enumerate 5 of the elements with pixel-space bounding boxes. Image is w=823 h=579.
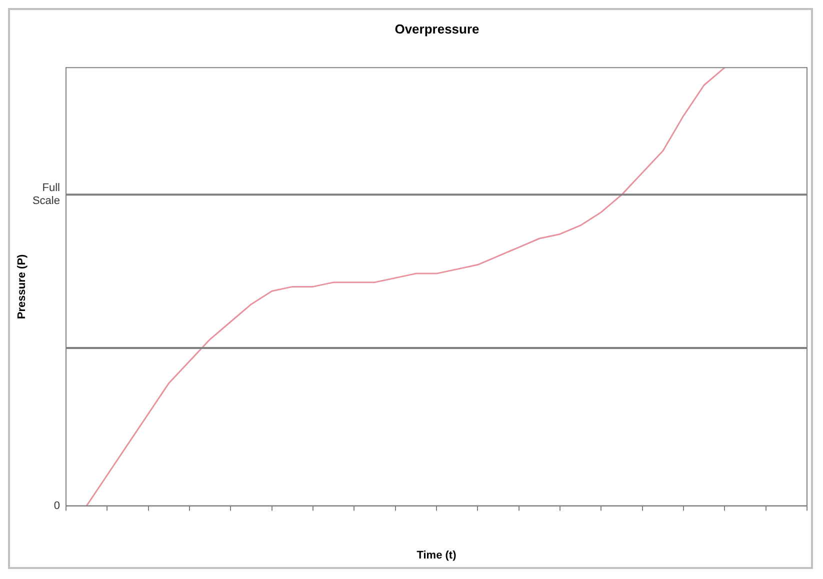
text: 0 — [54, 500, 60, 512]
ref-line-label: Full Scale — [32, 182, 60, 208]
y-axis-title: Pressure (P) — [16, 254, 28, 320]
x-axis-title: Time (t) — [416, 549, 457, 562]
chart-title: Overpressure — [394, 21, 480, 36]
